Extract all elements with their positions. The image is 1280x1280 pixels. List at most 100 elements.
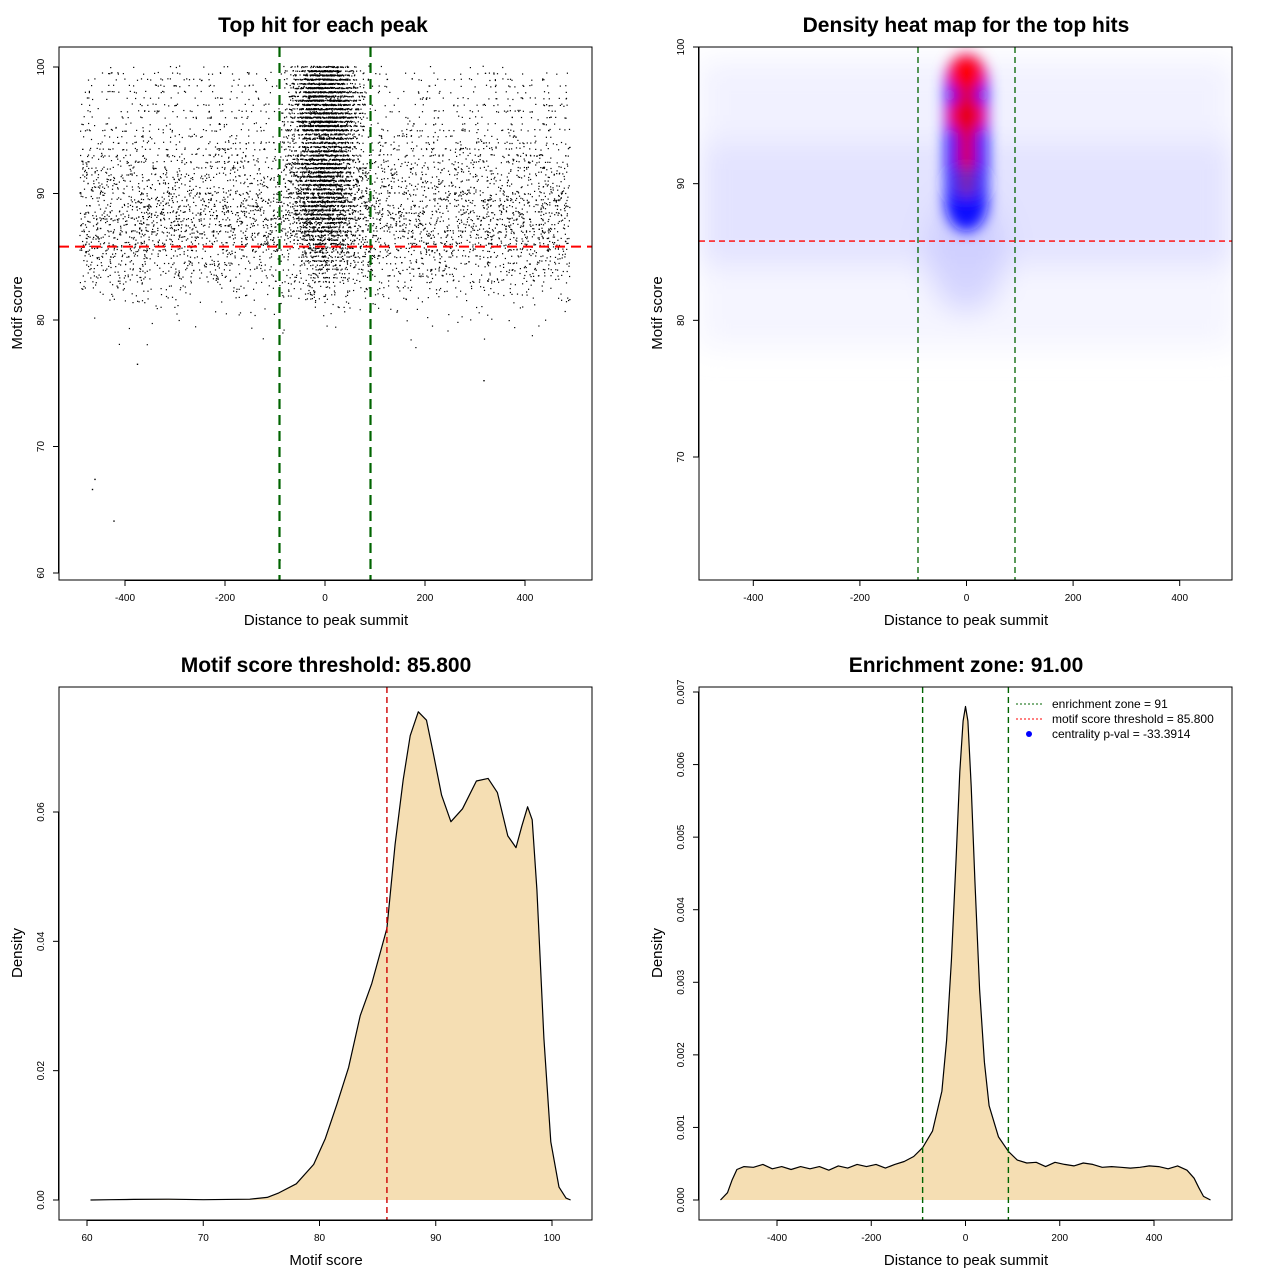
data-point <box>289 196 291 198</box>
data-point <box>385 73 387 75</box>
data-point <box>182 211 184 213</box>
data-point <box>322 218 324 220</box>
data-point <box>449 173 451 176</box>
data-point <box>240 230 242 232</box>
data-point <box>324 203 326 205</box>
data-point <box>356 219 358 221</box>
data-point <box>97 143 99 145</box>
data-point <box>405 192 407 194</box>
data-point <box>519 142 521 144</box>
data-point <box>287 295 290 297</box>
data-point <box>379 228 382 230</box>
data-point <box>441 199 443 201</box>
data-point <box>106 214 108 216</box>
data-point <box>178 275 180 277</box>
data-point <box>288 253 290 255</box>
data-point <box>246 256 248 258</box>
data-point <box>521 186 523 188</box>
data-point <box>235 276 237 278</box>
data-point <box>526 243 528 245</box>
data-point <box>110 266 112 269</box>
data-point <box>499 200 501 202</box>
data-point <box>545 203 547 205</box>
data-point <box>359 86 361 88</box>
data-point <box>541 235 543 237</box>
data-point <box>298 220 300 222</box>
data-point <box>496 224 498 226</box>
data-point <box>241 241 243 243</box>
data-point <box>140 202 142 204</box>
data-point <box>351 242 353 244</box>
data-point <box>125 263 127 265</box>
data-point <box>421 186 423 188</box>
data-point <box>236 291 238 293</box>
data-point <box>292 203 294 205</box>
data-point <box>375 202 377 204</box>
data-point <box>524 160 526 162</box>
data-point <box>195 117 197 120</box>
data-point <box>124 216 126 218</box>
data-point <box>179 277 181 279</box>
data-point <box>383 159 385 161</box>
data-point <box>489 147 491 149</box>
data-point <box>264 269 266 271</box>
data-point <box>363 217 365 220</box>
data-point <box>568 262 570 264</box>
data-point <box>388 247 390 249</box>
data-point <box>509 105 511 107</box>
data-point <box>80 195 82 197</box>
data-point <box>324 255 326 257</box>
data-point <box>482 161 484 163</box>
data-point <box>527 202 529 204</box>
data-point <box>263 235 265 237</box>
data-point <box>145 257 147 259</box>
data-point <box>222 172 225 174</box>
data-point <box>433 147 435 150</box>
data-point <box>490 204 492 207</box>
data-point <box>86 177 88 179</box>
data-point <box>225 206 227 208</box>
data-point <box>507 199 509 201</box>
data-point <box>451 253 453 255</box>
data-point <box>189 195 191 197</box>
data-point <box>364 241 366 243</box>
data-point <box>292 86 295 88</box>
data-point <box>297 190 299 192</box>
data-point <box>304 124 306 126</box>
data-point <box>547 176 549 178</box>
data-point <box>200 90 202 93</box>
data-point <box>307 234 309 236</box>
data-point <box>469 117 471 119</box>
data-point <box>461 231 464 233</box>
data-point <box>208 111 210 113</box>
data-point <box>308 231 310 233</box>
data-point <box>141 174 143 176</box>
data-point <box>176 116 178 118</box>
data-point <box>149 269 151 271</box>
data-point <box>121 245 123 247</box>
data-point <box>117 246 119 248</box>
data-point <box>117 271 119 273</box>
data-point <box>289 236 291 238</box>
data-point <box>253 213 255 215</box>
data-point <box>506 182 508 184</box>
data-point <box>496 244 498 246</box>
data-point <box>305 299 307 301</box>
data-point <box>411 141 413 143</box>
data-point <box>354 256 356 258</box>
data-point <box>154 84 157 86</box>
data-point <box>406 320 408 322</box>
data-point <box>398 135 400 137</box>
data-point <box>128 165 130 167</box>
data-point <box>194 195 196 197</box>
data-point <box>94 78 96 80</box>
data-point <box>464 192 466 194</box>
data-point <box>128 216 130 218</box>
data-point <box>265 103 267 105</box>
data-point <box>157 215 159 217</box>
data-point <box>546 249 548 251</box>
data-point <box>531 236 533 238</box>
data-point <box>219 129 221 131</box>
data-point <box>536 162 538 164</box>
data-point <box>482 160 484 162</box>
